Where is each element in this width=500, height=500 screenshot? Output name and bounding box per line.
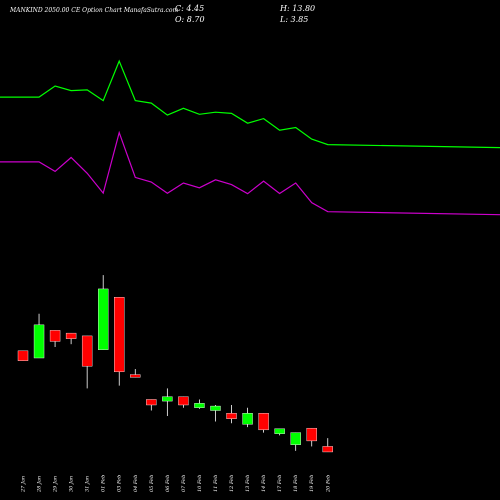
candle-body xyxy=(33,324,45,359)
candle-body xyxy=(65,332,77,339)
green-indicator-line xyxy=(0,59,500,149)
x-tick-label: 07 Feb xyxy=(181,475,187,492)
candle-body xyxy=(210,405,221,411)
candle-body xyxy=(49,330,61,342)
x-tick-label: 14 Feb xyxy=(261,475,267,492)
x-tick-label: 01 Feb xyxy=(101,475,107,492)
x-tick-label: 18 Feb xyxy=(293,475,299,492)
x-tick-label: 13 Feb xyxy=(245,475,251,492)
close-value: C: 4.45 xyxy=(175,4,205,13)
x-tick-label: 11 Feb xyxy=(213,475,219,492)
x-tick-label: 04 Feb xyxy=(133,475,139,492)
x-tick-label: 28 Jan xyxy=(37,476,43,493)
candle-body xyxy=(274,428,285,434)
x-tick-label: 06 Feb xyxy=(165,475,171,492)
candle-body xyxy=(97,288,109,350)
x-tick-label: 10 Feb xyxy=(197,475,203,492)
x-tick-label: 27 Jan xyxy=(21,476,27,493)
candle-body xyxy=(306,427,317,442)
high-value: H: 13.80 xyxy=(280,4,316,13)
x-tick-label: 12 Feb xyxy=(229,475,235,492)
candle-body xyxy=(322,446,333,453)
candle-body xyxy=(146,399,157,406)
x-tick-label: 19 Feb xyxy=(309,475,315,492)
magenta-indicator-line xyxy=(0,130,500,216)
x-tick-label: 17 Feb xyxy=(277,475,283,492)
candle-body xyxy=(17,350,29,361)
x-tick-label: 31 Jan xyxy=(85,476,91,492)
candle-body xyxy=(81,335,93,367)
x-tick-label: 30 Jan xyxy=(69,476,75,492)
x-tick-label: 29 Jan xyxy=(53,476,59,493)
candle-body xyxy=(258,413,269,431)
candle-body xyxy=(194,403,205,408)
candle-body xyxy=(162,396,173,402)
chart-title: MANKIND 2050.00 CE Option Chart ManafaSu… xyxy=(10,7,179,14)
candle-body xyxy=(226,413,237,419)
x-tick-label: 20 Feb xyxy=(325,475,331,493)
candle-body xyxy=(178,396,189,406)
candle-body xyxy=(130,374,141,378)
candle-body xyxy=(290,432,301,445)
low-value: L: 3.85 xyxy=(280,15,309,24)
x-tick-label: 03 Feb xyxy=(117,475,123,492)
candle-body xyxy=(242,413,253,425)
candle-body xyxy=(114,297,125,373)
open-value: O: 8.70 xyxy=(175,15,205,24)
x-tick-label: 05 Feb xyxy=(149,475,155,492)
